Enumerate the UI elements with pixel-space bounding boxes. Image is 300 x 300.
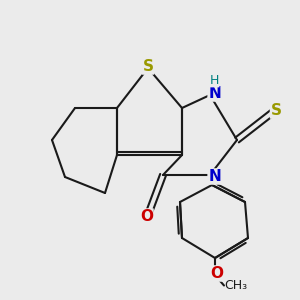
Text: S: S xyxy=(271,103,281,118)
Text: S: S xyxy=(142,59,154,74)
Text: N: N xyxy=(208,86,221,101)
Text: CH₃: CH₃ xyxy=(224,279,247,292)
Text: H: H xyxy=(210,74,219,87)
Text: N: N xyxy=(208,169,221,184)
Text: O: O xyxy=(140,209,153,224)
Text: O: O xyxy=(210,266,223,281)
